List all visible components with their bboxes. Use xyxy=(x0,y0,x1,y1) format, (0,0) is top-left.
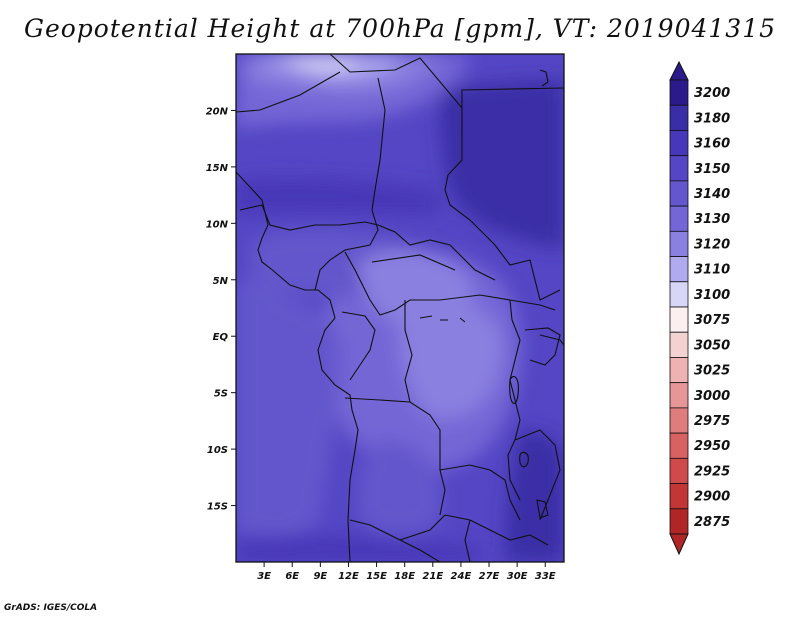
colorbar-swatch xyxy=(669,382,689,409)
colorbar-swatch xyxy=(669,306,689,333)
colorbar-top-arrow xyxy=(669,60,689,81)
colorbar-label: 3100 xyxy=(694,288,730,303)
colorbar-swatch xyxy=(669,256,689,283)
lat-tick-label: 15N xyxy=(206,163,229,174)
colorbar-swatch xyxy=(669,457,689,484)
grads-credit: GrADS: IGES/COLA xyxy=(4,603,98,613)
colorbar-swatch xyxy=(669,432,689,459)
lon-tick-label: 9E xyxy=(313,571,327,582)
lat-tick-label: 5N xyxy=(213,276,229,287)
colorbar-label: 2875 xyxy=(694,515,730,530)
colorbar-label: 3160 xyxy=(694,137,730,152)
colorbar-swatch xyxy=(669,281,689,308)
colorbar-swatch xyxy=(669,104,689,131)
colorbar-label: 3120 xyxy=(694,237,730,252)
lon-tick-label: 30E xyxy=(507,571,528,582)
colorbar-swatch xyxy=(669,180,689,207)
colorbar-label: 3075 xyxy=(694,313,730,328)
lon-tick-label: 24E xyxy=(451,571,472,582)
map-title: Geopotential Height at 700hPa [gpm], VT:… xyxy=(23,14,777,43)
lon-tick-label: 6E xyxy=(285,571,299,582)
colorbar-swatch xyxy=(669,130,689,157)
colorbar-swatch xyxy=(669,483,689,510)
colorbar-swatch xyxy=(669,205,689,232)
colorbar-label: 3140 xyxy=(694,187,730,202)
colorbar-swatch xyxy=(669,155,689,182)
colorbar-label: 2925 xyxy=(694,464,730,479)
colorbar-label: 2950 xyxy=(694,439,730,454)
colorbar-swatch xyxy=(669,357,689,384)
map-frame xyxy=(235,53,565,563)
lon-tick-label: 18E xyxy=(394,571,415,582)
lon-tick-label: 12E xyxy=(338,571,359,582)
colorbar-label: 2975 xyxy=(694,414,730,429)
lon-tick-label: 33E xyxy=(535,571,556,582)
lat-tick-label: 10N xyxy=(206,219,229,230)
colorbar-swatch xyxy=(669,230,689,257)
colorbar-swatch xyxy=(669,79,689,106)
latitude-ticks: 20N 15N 10N 5N EQ 5S 10S 15S xyxy=(206,106,236,513)
lon-tick-label: 21E xyxy=(422,571,443,582)
colorbar-label: 2900 xyxy=(694,490,730,505)
colorbar-label: 3000 xyxy=(694,389,730,404)
colorbar-swatch xyxy=(669,407,689,434)
colorbar-label: 3050 xyxy=(694,338,730,353)
longitude-ticks: 3E 6E 9E 12E 15E 18E 21E 24E 27E 30E 33E xyxy=(257,562,556,582)
height-field xyxy=(236,54,564,562)
colorbar-bottom-arrow xyxy=(669,533,689,556)
colorbar: 3200 3180 3160 3150 3140 3130 3120 3110 3100 3075… xyxy=(669,60,730,556)
lon-tick-label: 3E xyxy=(257,571,271,582)
lon-tick-label: 27E xyxy=(479,571,500,582)
colorbar-swatch xyxy=(669,331,689,358)
lat-tick-label: 5S xyxy=(214,389,228,400)
lon-tick-label: 15E xyxy=(366,571,387,582)
country-borders xyxy=(236,54,564,562)
colorbar-label: 3180 xyxy=(694,111,730,126)
lat-tick-label: 10S xyxy=(207,445,228,456)
lat-tick-label: 20N xyxy=(206,106,229,117)
colorbar-label: 3110 xyxy=(694,263,730,278)
colorbar-label: 3025 xyxy=(694,364,730,379)
colorbar-label: 3150 xyxy=(694,162,730,177)
colorbar-label: 3130 xyxy=(694,212,730,227)
lat-tick-label: 15S xyxy=(207,502,228,513)
colorbar-label: 3200 xyxy=(694,86,730,101)
colorbar-swatch xyxy=(669,508,689,535)
lat-tick-label: EQ xyxy=(213,332,229,343)
